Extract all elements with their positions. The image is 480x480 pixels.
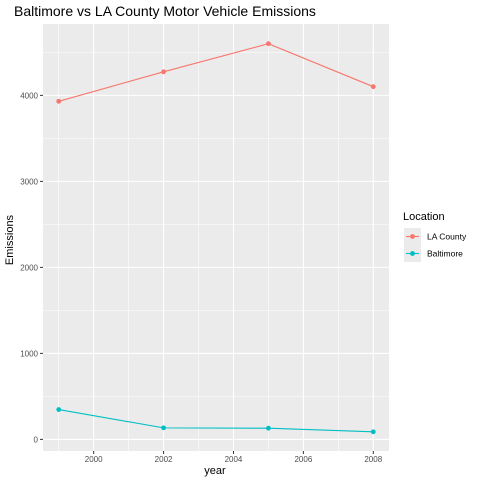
- data-point-baltimore: [266, 425, 271, 431]
- data-point-la-county: [266, 41, 271, 47]
- y-tick-label: 3000: [20, 177, 38, 186]
- legend-title: Location: [403, 211, 445, 223]
- series-line-la-county: [58, 43, 374, 102]
- y-tick-label: 0: [34, 435, 39, 444]
- major-gridlines: [43, 24, 389, 451]
- data-point-la-county: [56, 98, 62, 104]
- legend-key-point: [410, 251, 415, 256]
- series-layer: [56, 41, 376, 435]
- data-point-la-county: [161, 69, 166, 75]
- data-point-baltimore: [56, 407, 62, 412]
- chart-title: Baltimore vs LA County Motor Vehicle Emi…: [14, 3, 316, 19]
- x-tick-label: 2006: [294, 455, 312, 464]
- series-line-baltimore: [58, 409, 374, 433]
- legend-label: LA County: [427, 232, 467, 242]
- y-tick-label: 4000: [20, 91, 38, 100]
- data-point-baltimore: [370, 429, 376, 435]
- y-tick-label: 1000: [20, 349, 38, 358]
- x-tick-label: 2002: [155, 455, 173, 464]
- x-tick-label: 2000: [85, 455, 103, 464]
- y-tick-label: 2000: [20, 263, 38, 272]
- x-tick-label: 2004: [225, 455, 243, 464]
- x-axis-label: year: [204, 465, 226, 477]
- legend-label: Baltimore: [427, 249, 463, 259]
- legend: Location LA County Baltimore: [403, 211, 467, 262]
- y-axis: 0 1000 2000 3000 4000: [20, 91, 43, 444]
- y-axis-label: Emissions: [4, 214, 16, 265]
- data-point-la-county: [370, 84, 376, 90]
- data-point-baltimore: [161, 425, 166, 431]
- x-tick-label: 2008: [364, 455, 382, 464]
- x-axis: 2000 2002 2004 2006 2008: [85, 451, 383, 464]
- legend-items: LA County Baltimore: [404, 228, 467, 262]
- plot-panel: [43, 24, 389, 451]
- legend-key-point: [410, 234, 415, 239]
